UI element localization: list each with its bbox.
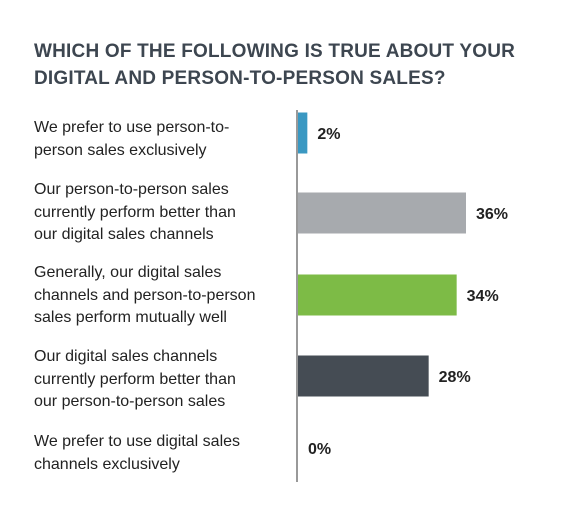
category-label-line: We prefer to use digital sales bbox=[34, 433, 241, 450]
bar-value-label: 34% bbox=[467, 288, 499, 305]
category-label-line: our person-to-person sales bbox=[34, 393, 226, 410]
category-label-line: person sales exclusively bbox=[34, 141, 207, 159]
category-label-line: currently perform better than bbox=[34, 370, 236, 388]
category-label: Our digital sales channels currently perf… bbox=[34, 346, 296, 414]
category-label: We prefer to use person-to-person sales … bbox=[34, 117, 296, 162]
category-label: Generally, our digital sales channels and… bbox=[34, 262, 296, 330]
category-label: Our person-to-person sales currently perf… bbox=[34, 179, 296, 247]
category-label-line: channels exclusively bbox=[34, 455, 180, 473]
bar bbox=[298, 274, 457, 316]
bar-value-label: 28% bbox=[439, 369, 471, 386]
category-label: We prefer to use digital sales channels e… bbox=[34, 431, 296, 476]
bar bbox=[298, 192, 466, 234]
category-label-line: our digital sales channels bbox=[34, 226, 214, 243]
bar-value-label: 0% bbox=[308, 441, 331, 458]
category-label-line: Our digital sales channels bbox=[34, 348, 218, 365]
category-label-line: sales perform mutually well bbox=[34, 309, 227, 326]
category-label-line: currently perform better than bbox=[34, 203, 236, 221]
category-label-line: Our person-to-person sales bbox=[34, 181, 229, 198]
bar bbox=[298, 112, 308, 154]
category-label-line: channels and person-to-person bbox=[34, 286, 256, 304]
bar-value-label: 2% bbox=[317, 126, 340, 143]
chart-title: WHICH OF THE FOLLOWING IS TRUE ABOUT YOU… bbox=[34, 41, 516, 89]
category-label-line: We prefer to use person-to- bbox=[34, 119, 230, 136]
category-label-line: Generally, our digital sales bbox=[34, 264, 222, 281]
bar bbox=[298, 355, 429, 397]
bar-value-label: 36% bbox=[476, 206, 508, 223]
